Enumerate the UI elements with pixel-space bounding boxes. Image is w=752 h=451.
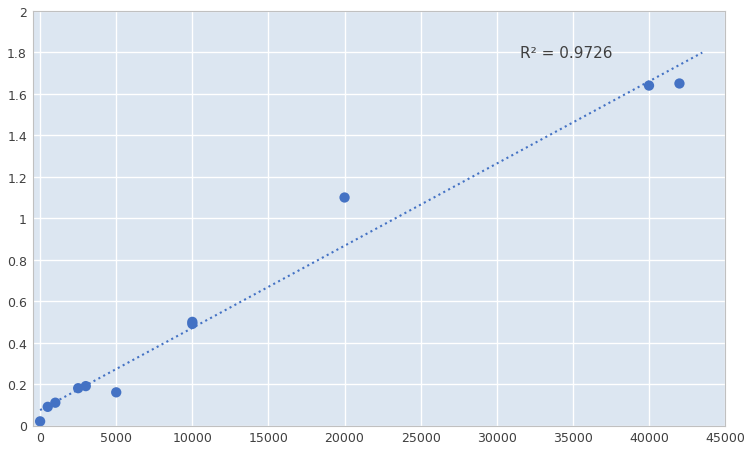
Point bbox=[80, 382, 92, 390]
Point bbox=[34, 418, 46, 425]
Point bbox=[50, 399, 62, 406]
Point bbox=[674, 81, 686, 88]
Point bbox=[186, 321, 199, 328]
Text: R² = 0.9726: R² = 0.9726 bbox=[520, 46, 612, 60]
Point bbox=[186, 318, 199, 326]
Point bbox=[338, 194, 350, 202]
Point bbox=[643, 83, 655, 90]
Point bbox=[41, 403, 53, 410]
Point bbox=[72, 385, 84, 392]
Point bbox=[111, 389, 123, 396]
